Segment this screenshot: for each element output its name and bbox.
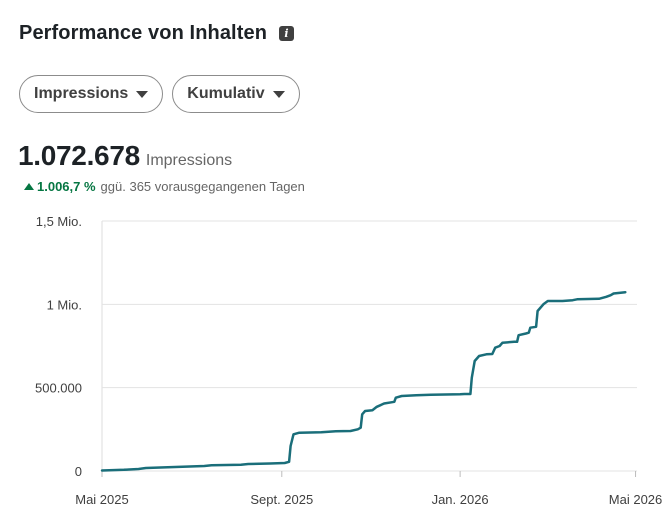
x-tick-label: Mai 2026 — [609, 492, 662, 507]
caret-down-icon — [136, 90, 149, 98]
header: Performance von Inhalten i — [19, 22, 295, 45]
y-tick-label: 500.000 — [35, 381, 82, 396]
y-tick-label: 1,5 Mio. — [36, 214, 82, 229]
y-tick-label: 0 — [75, 464, 82, 479]
y-tick-label: 1 Mio. — [47, 297, 82, 312]
grid — [101, 220, 637, 472]
page-title: Performance von Inhalten — [19, 22, 268, 44]
x-tick-label: Jan. 2026 — [432, 492, 489, 507]
metric-unit: Impressions — [145, 152, 233, 169]
x-axis: Mai 2025 Sept. 2025 Jan. 2026 Mai 2026 — [75, 471, 662, 507]
mode-dropdown-label: Kumulativ — [187, 85, 265, 102]
metric-dropdown[interactable]: Impressions — [19, 75, 164, 113]
series-line — [100, 290, 627, 472]
metric-dropdown-label: Impressions — [34, 85, 129, 102]
x-tick-label: Sept. 2025 — [250, 492, 313, 507]
y-axis: 0 500.000 1 Mio. 1,5 Mio. — [35, 214, 82, 479]
metric-summary: 1.072.678 Impressions — [18, 140, 232, 172]
metric-value: 1.072.678 — [18, 140, 140, 171]
triangle-up-icon — [24, 183, 34, 190]
filter-bar: Impressions Kumulativ — [19, 75, 300, 113]
change-text: ggü. 365 vorausgegangenen Tagen — [100, 179, 305, 194]
info-icon[interactable]: i — [279, 26, 295, 41]
change-indicator: 1.006,7 % ggü. 365 vorausgegangenen Tage… — [24, 179, 305, 194]
mode-dropdown[interactable]: Kumulativ — [172, 75, 300, 113]
change-value: 1.006,7 % — [37, 179, 96, 194]
impressions-chart: 0 500.000 1 Mio. 1,5 Mio. Mai 2025 Sept. 202… — [35, 214, 662, 507]
caret-down-icon — [272, 90, 285, 98]
x-tick-label: Mai 2025 — [75, 492, 128, 507]
